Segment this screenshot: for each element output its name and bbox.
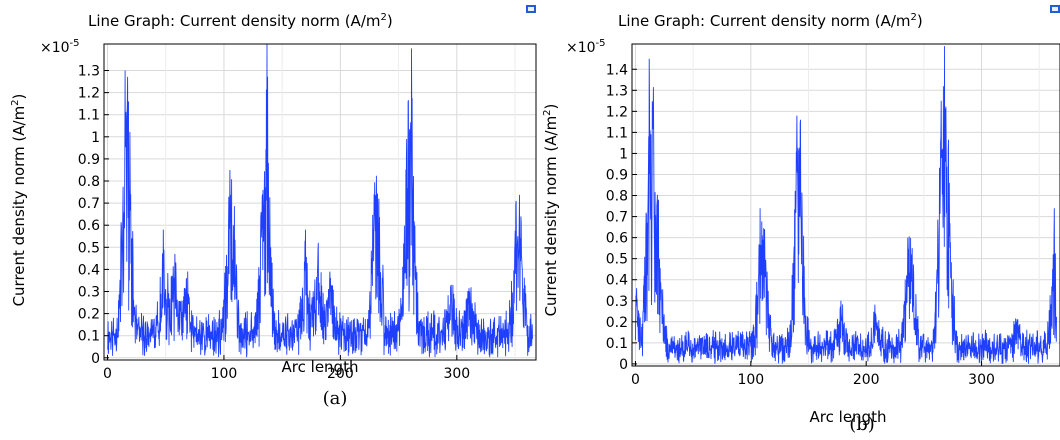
chart-b-x-tick-label-2: 200 — [853, 372, 880, 388]
chart-a-caption: (a) — [323, 388, 348, 409]
chart-b-y-tick-label-2: 0.2 — [606, 315, 628, 331]
chart-a-y-tick-label-4: 0.4 — [78, 262, 100, 278]
chart-a-y-tick-label-0: 0 — [91, 351, 100, 367]
chart-b-menu-icon[interactable] — [1050, 5, 1060, 13]
chart-b-x-tick-label-1: 100 — [737, 372, 764, 388]
chart-b-y-tick-label-1: 0.1 — [606, 336, 628, 352]
chart-b-plot-area[interactable] — [632, 44, 1060, 366]
chart-a-x-tick-label-2: 200 — [327, 366, 354, 382]
chart-b-y-tick-label-3: 0.3 — [606, 294, 628, 310]
chart-b-y-tick-label-14: 1.4 — [606, 62, 628, 78]
chart-a-title: Line Graph: Current density norm (A/m2) — [88, 12, 393, 30]
chart-a-y-tick-label-7: 0.7 — [78, 196, 100, 212]
chart-a-x-axis-label: Arc length — [282, 358, 359, 376]
chart-b-y-tick-label-4: 0.4 — [606, 273, 628, 289]
chart-b-y-tick-label-7: 0.7 — [606, 210, 628, 226]
chart-a-y-tick-label-12: 1.2 — [78, 86, 100, 102]
chart-a-y-tick-label-13: 1.3 — [78, 64, 100, 80]
chart-a-x-tick-label-3: 300 — [443, 366, 470, 382]
chart-b-y-tick-label-12: 1.2 — [606, 104, 628, 120]
chart-b-y-tick-label-11: 1.1 — [606, 125, 628, 141]
chart-a-y-tick-label-6: 0.6 — [78, 218, 100, 234]
chart-b-y-tick-label-0: 0 — [619, 357, 628, 373]
chart-b-axes-frame — [631, 43, 1060, 367]
chart-b-series-line-0 — [635, 46, 1057, 364]
chart-a-x-tick-label-1: 100 — [211, 366, 238, 382]
chart-b-x-axis-label: Arc length — [810, 408, 887, 426]
chart-b-y-tick-label-10: 1 — [619, 146, 628, 162]
chart-b-y-tick-label-8: 0.8 — [606, 189, 628, 205]
chart-b-y-tick-label-6: 0.6 — [606, 231, 628, 247]
chart-a-y-tick-label-10: 1 — [91, 130, 100, 146]
chart-a-x-tick-label-0: 0 — [103, 366, 112, 382]
chart-b-y-axis-label: Current density norm (A/m2) — [542, 104, 560, 317]
chart-a-menu-icon[interactable] — [526, 5, 536, 13]
chart-a-y-tick-label-1: 0.1 — [78, 329, 100, 345]
chart-b-title: Line Graph: Current density norm (A/m2) — [618, 12, 923, 30]
chart-b-scale-factor: ×10-5 — [566, 38, 606, 56]
chart-a-series-line-0 — [107, 43, 533, 358]
chart-a-y-tick-label-5: 0.5 — [78, 240, 100, 256]
chart-b-y-tick-label-5: 0.5 — [606, 252, 628, 268]
chart-a-y-tick-label-2: 0.2 — [78, 307, 100, 323]
chart-b-x-tick-label-0: 0 — [631, 372, 640, 388]
chart-b-y-tick-label-9: 0.9 — [606, 167, 628, 183]
chart-a-y-axis-label: Current density norm (A/m2) — [10, 94, 28, 307]
chart-a-scale-factor: ×10-5 — [40, 38, 80, 56]
chart-a-y-tick-label-8: 0.8 — [78, 174, 100, 190]
chart-b-y-tick-label-13: 1.3 — [606, 83, 628, 99]
chart-b-x-tick-label-3: 300 — [968, 372, 995, 388]
chart-panel-a: Line Graph: Current density norm (A/m2) … — [10, 5, 537, 409]
chart-b-caption: (b) — [849, 414, 875, 435]
chart-panel-b: Line Graph: Current density norm (A/m2) … — [542, 5, 1060, 435]
chart-a-y-tick-label-9: 0.9 — [78, 152, 100, 168]
chart-a-y-tick-label-3: 0.3 — [78, 284, 100, 300]
chart-a-axes-frame — [103, 43, 537, 361]
chart-a-y-tick-label-11: 1.1 — [78, 108, 100, 124]
